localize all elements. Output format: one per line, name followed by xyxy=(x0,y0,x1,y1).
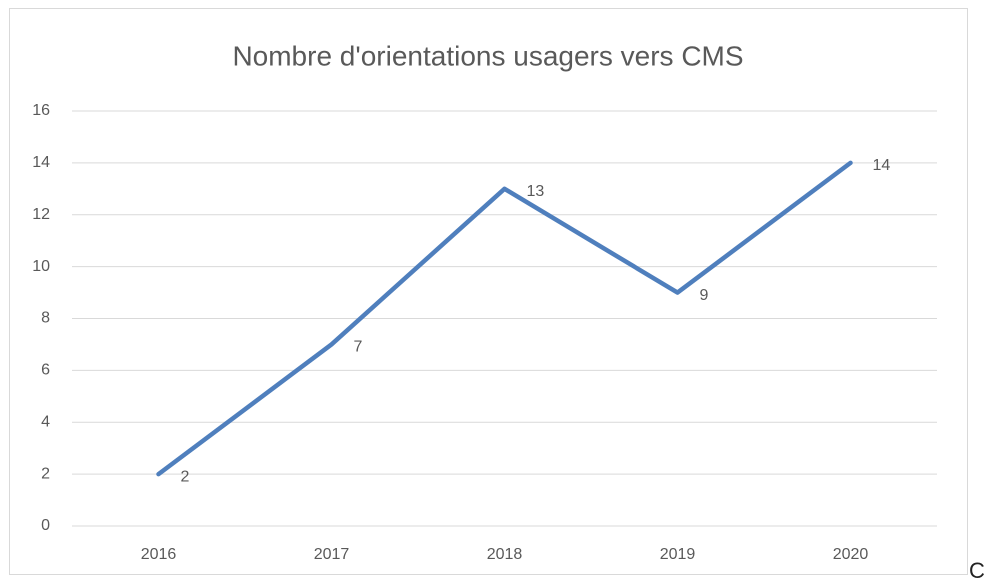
y-tick-label: 14 xyxy=(32,154,50,171)
y-tick-label: 2 xyxy=(41,465,50,482)
x-tick-label: 2017 xyxy=(314,546,350,563)
text-fragment: C xyxy=(969,558,984,583)
x-tick-label: 2016 xyxy=(141,546,177,563)
data-label: 9 xyxy=(700,287,709,304)
x-tick-label: 2020 xyxy=(833,546,869,563)
x-tick-label: 2019 xyxy=(660,546,696,563)
data-label: 14 xyxy=(873,157,891,174)
data-label: 13 xyxy=(527,183,545,200)
x-tick-label: 2018 xyxy=(487,546,523,563)
y-tick-label: 12 xyxy=(32,206,50,223)
chart-border xyxy=(9,8,968,575)
y-tick-label: 6 xyxy=(41,362,50,379)
data-label: 2 xyxy=(181,468,190,485)
y-tick-label: 16 xyxy=(32,102,50,119)
line-series xyxy=(156,160,853,477)
y-tick-label: 0 xyxy=(41,517,50,534)
chart-title: Nombre d'orientations usagers vers CMS xyxy=(232,40,743,71)
y-tick-label: 10 xyxy=(32,258,50,275)
data-label: 7 xyxy=(354,339,363,356)
y-tick-label: 4 xyxy=(41,413,50,430)
y-tick-label: 8 xyxy=(41,310,50,327)
